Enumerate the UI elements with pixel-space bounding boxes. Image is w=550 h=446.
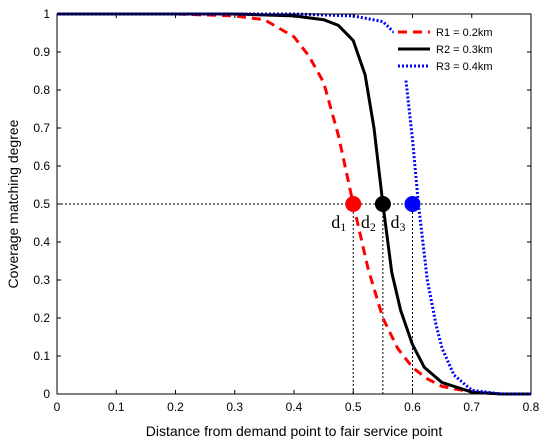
y-tick-label: 0 bbox=[43, 387, 50, 401]
x-tick-label: 0.8 bbox=[523, 400, 540, 414]
marker-d3 bbox=[404, 196, 421, 212]
legend-label-2: R2 = 0.3km bbox=[436, 44, 493, 56]
x-tick-label: 0.7 bbox=[463, 400, 480, 414]
x-tick-label: 0.2 bbox=[167, 400, 184, 414]
marker-d1 bbox=[345, 196, 362, 212]
y-tick-label: 0.2 bbox=[33, 311, 50, 325]
x-axis-title: Distance from demand point to fair servi… bbox=[146, 423, 443, 439]
marker-label-d3: d3 bbox=[391, 212, 406, 234]
legend: R1 = 0.2km R2 = 0.3km R3 = 0.4km bbox=[393, 19, 527, 80]
marker-label-d2: d2 bbox=[361, 212, 376, 234]
y-tick-label: 0.1 bbox=[33, 349, 50, 363]
y-axis-title: Coverage matching degree bbox=[5, 119, 21, 288]
x-tick-label: 0.6 bbox=[404, 400, 421, 414]
y-tick-label: 0.8 bbox=[33, 83, 50, 97]
y-tick-label: 0.9 bbox=[33, 45, 50, 59]
reference-lines bbox=[57, 203, 531, 394]
series-line-1 bbox=[57, 12, 531, 396]
axes: 0 0.1 0.2 0.3 0.4 0.5 0.6 0.7 0.8 0 0.1 0.2 0.3 0.4 0.… bbox=[33, 7, 539, 414]
y-tick-label: 1 bbox=[43, 7, 50, 21]
x-tick-label: 0 bbox=[54, 400, 61, 414]
y-tick-label: 0.3 bbox=[33, 273, 50, 287]
x-tick-label: 0.5 bbox=[345, 400, 362, 414]
x-tick-label: 0.1 bbox=[108, 400, 125, 414]
threshold-markers: d1 d2 d3 bbox=[331, 196, 421, 234]
y-tick-label: 0.7 bbox=[33, 121, 50, 135]
legend-label-3: R3 = 0.4km bbox=[436, 61, 493, 73]
legend-label-1: R1 = 0.2km bbox=[436, 27, 493, 39]
marker-label-d1: d1 bbox=[331, 212, 346, 234]
y-tick-label: 0.5 bbox=[33, 197, 50, 211]
y-tick-label: 0.4 bbox=[33, 235, 50, 249]
marker-d2 bbox=[374, 196, 391, 212]
x-tick-label: 0.3 bbox=[226, 400, 243, 414]
x-tick-label: 0.4 bbox=[286, 400, 303, 414]
y-tick-label: 0.6 bbox=[33, 159, 50, 173]
